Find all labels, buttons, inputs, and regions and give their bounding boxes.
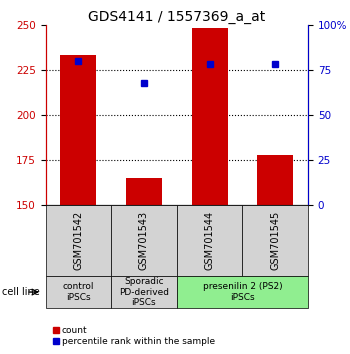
Text: GSM701544: GSM701544	[204, 211, 215, 270]
Bar	[60, 56, 96, 205]
Text: Sporadic
PD-derived
iPSCs: Sporadic PD-derived iPSCs	[119, 277, 169, 307]
Text: cell line: cell line	[2, 287, 40, 297]
Title: GDS4141 / 1557369_a_at: GDS4141 / 1557369_a_at	[88, 10, 265, 24]
Text: GSM701542: GSM701542	[73, 211, 83, 270]
Text: GSM701545: GSM701545	[270, 211, 280, 270]
Bar	[257, 155, 293, 205]
Bar	[191, 28, 228, 205]
Bar	[126, 178, 162, 205]
Text: GSM701543: GSM701543	[139, 211, 149, 270]
Legend: count, percentile rank within the sample: count, percentile rank within the sample	[50, 322, 218, 349]
Text: presenilin 2 (PS2)
iPSCs: presenilin 2 (PS2) iPSCs	[203, 282, 282, 302]
Text: control
iPSCs: control iPSCs	[63, 282, 94, 302]
